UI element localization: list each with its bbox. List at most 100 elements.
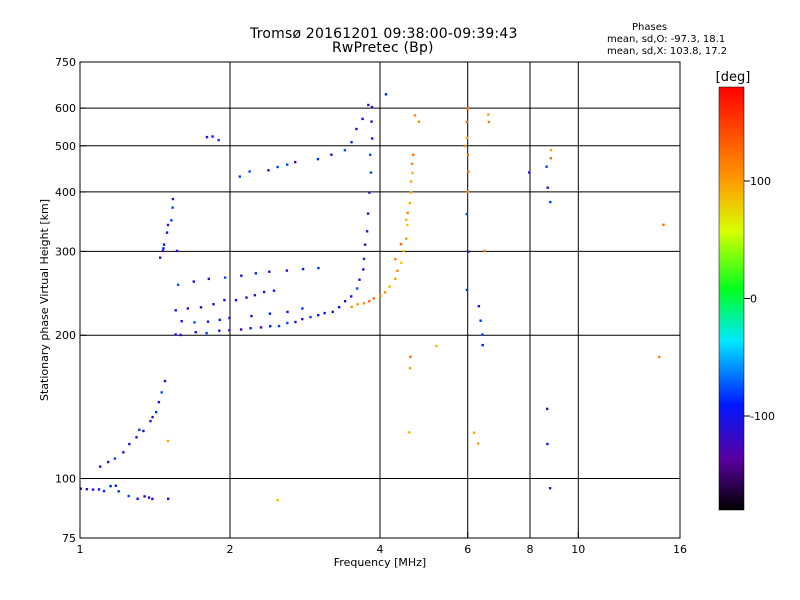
echo-point-o-109: [294, 160, 297, 164]
echo-point-x-10: [400, 261, 403, 264]
echo-point-o-35: [166, 223, 170, 227]
echo-point-o-44: [239, 328, 243, 331]
echo-point-o-28: [159, 256, 162, 259]
echo-point-x-20: [412, 153, 415, 156]
echo-point-x-14: [406, 211, 409, 214]
echo-point-o-68: [369, 153, 372, 156]
axis-ticks: 1 2 4 6 8 10 16 75 100 200 300 400 500 600 750: [55, 56, 687, 556]
echo-point-o-99: [286, 310, 289, 314]
echo-point-o-47: [269, 325, 272, 328]
echo-point-o-91: [317, 266, 320, 270]
echo-point-o-118: [465, 212, 468, 216]
echo-point-o-73: [186, 307, 189, 310]
echo-point-o-16: [113, 457, 117, 460]
echo-point-o-77: [234, 299, 238, 302]
echo-point-o-88: [268, 270, 271, 273]
phase-mean-o: mean, sd,O: -97.3, 18.1: [607, 34, 726, 45]
x-tick-label-4: 8: [527, 543, 534, 556]
echo-point-o-33: [171, 206, 174, 209]
echo-point-o-48: [277, 324, 281, 328]
echo-point-o-54: [323, 311, 326, 315]
echo-point-o-106: [267, 169, 270, 172]
colorbar: [deg] 100 0 -100: [716, 70, 775, 511]
echo-point-o-87: [254, 272, 257, 275]
colorbar-gradient: [718, 86, 745, 511]
echo-point-x-2: [362, 302, 366, 305]
echo-point-x-15: [408, 201, 411, 205]
y-tick-label-1: 100: [55, 473, 76, 486]
echo-point-o-6: [114, 484, 117, 487]
echo-point-o-67: [369, 171, 373, 174]
echo-point-x-34: [549, 157, 552, 160]
echo-point-x-8: [394, 277, 397, 280]
echo-point-o-113: [350, 141, 353, 144]
echo-point-o-82: [176, 283, 180, 286]
echo-point-o-112: [343, 149, 347, 152]
x-tick-label-5: 10: [571, 543, 585, 556]
echo-point-o-21: [149, 419, 152, 423]
echo-point-o-71: [370, 105, 374, 109]
echo-point-o-7: [117, 490, 120, 493]
echo-point-x-13: [406, 223, 409, 227]
echo-point-o-31: [165, 231, 169, 234]
colorbar-label: [deg]: [716, 70, 751, 85]
colorbar-tick-label-1: 0: [750, 293, 757, 306]
echo-point-o-34: [171, 197, 175, 201]
echo-point-o-78: [245, 296, 248, 299]
echo-point-o-38: [174, 333, 177, 336]
echo-point-o-13: [167, 497, 170, 500]
echo-point-o-52: [309, 315, 312, 319]
echo-point-o-122: [479, 319, 482, 322]
echo-point-x-24: [466, 107, 469, 110]
echo-point-o-130: [548, 487, 552, 490]
echo-point-o-55: [331, 310, 334, 314]
echo-point-x-23: [405, 218, 408, 222]
echo-point-o-41: [205, 331, 208, 335]
echo-point-x-31: [487, 113, 490, 116]
echo-point-o-29: [161, 249, 165, 253]
echo-point-o-107: [276, 165, 279, 169]
echo-point-o-120: [465, 288, 469, 292]
echo-point-o-75: [212, 303, 215, 306]
echo-point-x-26: [465, 136, 468, 140]
echo-point-o-84: [207, 277, 210, 281]
echo-point-x-1: [356, 303, 359, 306]
chart-title-line2: RwPretec (Bp): [332, 40, 434, 56]
echo-point-o-119: [467, 250, 470, 253]
echo-point-o-94: [206, 320, 210, 323]
echo-point-x-40: [408, 431, 411, 434]
echo-point-o-93: [193, 321, 196, 324]
x-tick-label-3: 6: [464, 543, 471, 556]
echo-point-x-3: [368, 300, 371, 303]
echo-point-o-110: [316, 157, 320, 161]
grid: [80, 62, 680, 538]
echo-point-x-9: [396, 269, 399, 272]
echo-point-o-42: [218, 329, 221, 332]
echo-point-x-36: [417, 120, 420, 123]
echo-point-o-4: [102, 489, 106, 493]
echo-point-o-124: [481, 343, 484, 347]
echo-point-o-5: [109, 484, 112, 488]
echo-point-o-17: [122, 451, 125, 454]
echo-point-o-26: [151, 415, 154, 419]
echo-point-o-22: [155, 411, 158, 414]
y-tick-label-0: 75: [62, 532, 76, 545]
echo-point-o-32: [170, 219, 173, 222]
echo-point-o-128: [546, 407, 549, 411]
echo-point-o-85: [223, 276, 227, 279]
echo-point-o-114: [355, 127, 358, 131]
y-tick-label-3: 300: [55, 245, 76, 258]
echo-point-x-27: [466, 153, 470, 157]
echo-point-x-32: [487, 120, 491, 124]
echo-point-o-45: [249, 327, 252, 330]
echo-point-o-59: [356, 287, 359, 290]
echo-point-o-23: [157, 400, 161, 404]
echo-point-x-30: [463, 144, 466, 148]
echo-point-o-12: [151, 497, 154, 501]
echo-point-x-16: [409, 191, 413, 194]
echo-point-x-11: [402, 249, 405, 253]
echo-point-o-62: [362, 257, 366, 261]
echo-point-o-43: [228, 329, 231, 332]
echo-point-x-5: [379, 294, 382, 297]
